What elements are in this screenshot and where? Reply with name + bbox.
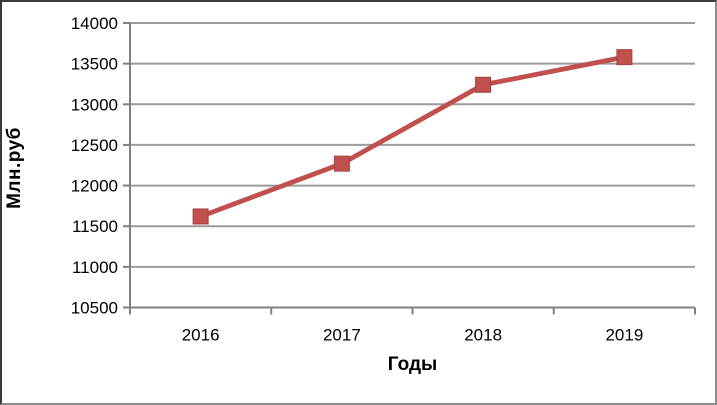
data-point-marker	[616, 49, 633, 66]
y-tick-label: 12000	[71, 177, 118, 196]
y-tick-label: 12500	[71, 136, 118, 155]
data-series-layer	[192, 49, 633, 225]
tick-labels-layer: 10500 11000 11500 12000 12500 13000 13500 14000…	[71, 14, 644, 345]
y-tick-label: 14000	[71, 14, 118, 33]
y-axis-title: Млн.руб	[4, 127, 25, 209]
x-tick-label: 2016	[182, 326, 220, 345]
y-tick-label: 13000	[71, 95, 118, 114]
x-tick-label: 2018	[464, 326, 502, 345]
y-tick-label: 13500	[71, 55, 118, 74]
gridlines-layer	[130, 22, 695, 309]
x-tick-label: 2019	[605, 326, 643, 345]
x-axis-title: Годы	[387, 354, 438, 375]
data-point-marker	[475, 76, 492, 93]
y-tick-label: 11500	[72, 217, 118, 236]
data-line	[198, 54, 627, 219]
axes-layer	[123, 22, 696, 315]
y-tick-label: 10500	[71, 299, 118, 318]
y-tick-label: 11000	[72, 258, 118, 277]
x-tick-label: 2017	[323, 326, 361, 345]
data-point-marker	[192, 208, 209, 225]
data-point-marker	[333, 155, 350, 172]
